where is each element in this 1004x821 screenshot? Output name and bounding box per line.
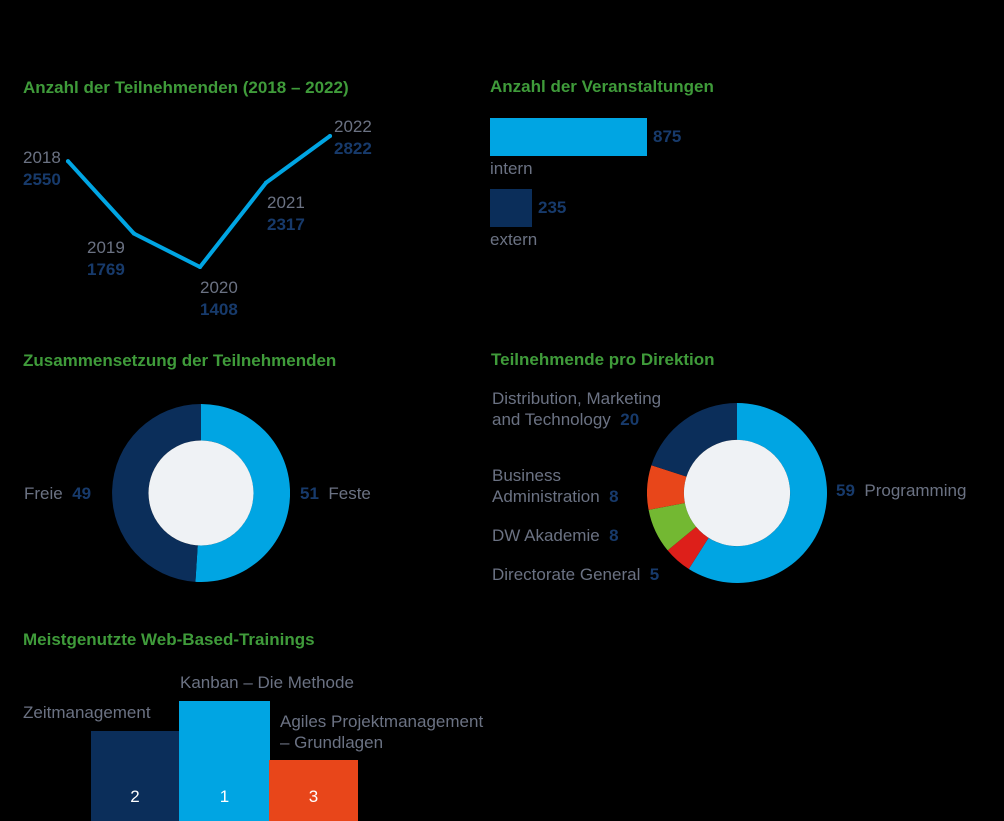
directorate-donut-chart bbox=[647, 403, 827, 583]
directorate-label-akademie: DW Akademie 8 bbox=[492, 526, 619, 545]
participants-point-2021 bbox=[264, 180, 268, 185]
participants-point-2018 bbox=[66, 159, 70, 164]
participants-value-2022: 2822 bbox=[334, 139, 372, 158]
wbt-rank-kanban: 1 bbox=[219, 787, 230, 806]
donut-label-freie: Freie 49 bbox=[24, 484, 92, 503]
participants-point-2022 bbox=[328, 134, 332, 138]
directorate-label-general: Directorate General 5 bbox=[492, 565, 660, 584]
composition-slice-freie bbox=[112, 404, 201, 582]
directorate-center bbox=[683, 439, 791, 547]
directorate-label-distribution: Distribution, Marketing and Technology 2… bbox=[492, 389, 662, 429]
events-bar-intern bbox=[490, 118, 647, 156]
events-value-intern: 875 bbox=[653, 127, 682, 146]
directorate-chart-title: Teilnehmende pro Direktion bbox=[491, 350, 715, 369]
participants-value-2019: 1769 bbox=[87, 260, 125, 279]
participants-year-2020: 2020 bbox=[200, 278, 238, 297]
participants-value-2021: 2317 bbox=[267, 215, 305, 234]
wbt-rank-agiles: 3 bbox=[308, 787, 319, 806]
participants-value-2020: 1408 bbox=[200, 300, 238, 319]
participants-point-2020 bbox=[198, 265, 202, 269]
directorate-slice-distribution-marketing-and-technology bbox=[651, 403, 737, 477]
composition-chart-title: Zusammensetzung der Teilnehmenden bbox=[23, 351, 337, 370]
donut-label-feste: 51 Feste bbox=[300, 484, 371, 503]
participants-line-chart bbox=[66, 134, 332, 269]
events-bar-extern bbox=[490, 189, 532, 227]
wbt-label-agiles: Agiles Projektmanagement – Grundlagen bbox=[280, 712, 484, 752]
directorate-value-business: 8 bbox=[609, 487, 619, 506]
wbt-bar-zeitmanagement: 2 bbox=[91, 731, 179, 821]
directorate-slice-programming bbox=[688, 403, 827, 583]
composition-donut-chart bbox=[112, 404, 290, 582]
participants-year-2019: 2019 bbox=[87, 238, 125, 257]
participants-year-2022: 2022 bbox=[334, 117, 372, 136]
events-label-intern: intern bbox=[490, 159, 533, 178]
composition-center bbox=[148, 440, 254, 546]
participants-point-2019 bbox=[132, 231, 136, 236]
directorate-value-programming: 59 bbox=[836, 481, 855, 500]
wbt-chart-title: Meistgenutzte Web-Based-Trainings bbox=[23, 630, 315, 649]
wbt-rank-zeitmanagement: 2 bbox=[130, 787, 140, 806]
directorate-label-business: Business Administration 8 bbox=[492, 466, 619, 506]
donut-value-feste: 51 bbox=[300, 484, 319, 503]
participants-year-2021: 2021 bbox=[267, 193, 305, 212]
participants-value-2018: 2550 bbox=[23, 170, 61, 189]
participants-year-2018: 2018 bbox=[23, 148, 61, 167]
wbt-label-zeitmanagement: Zeitmanagement bbox=[23, 703, 151, 722]
events-chart-title: Anzahl der Veranstaltungen bbox=[490, 77, 714, 96]
participants-chart-title: Anzahl der Teilnehmenden (2018 – 2022) bbox=[23, 78, 349, 97]
events-value-extern: 235 bbox=[538, 198, 567, 217]
wbt-bar-kanban: 1 bbox=[179, 701, 270, 821]
wbt-bar-agiles: 3 bbox=[269, 760, 358, 821]
directorate-slice-directorate-general bbox=[667, 526, 709, 569]
directorate-label-programming: 59 Programming bbox=[836, 481, 967, 500]
directorate-slice-dw-akademie bbox=[648, 502, 697, 551]
composition-slice-feste bbox=[195, 404, 290, 582]
directorate-slice-business-administration bbox=[647, 465, 687, 510]
donut-value-freie: 49 bbox=[72, 484, 92, 503]
directorate-value-distribution: 20 bbox=[620, 410, 640, 429]
directorate-value-akademie: 8 bbox=[609, 526, 619, 545]
events-label-extern: extern bbox=[490, 230, 538, 249]
wbt-label-kanban: Kanban – Die Methode bbox=[180, 673, 354, 692]
directorate-value-general: 5 bbox=[649, 565, 660, 584]
